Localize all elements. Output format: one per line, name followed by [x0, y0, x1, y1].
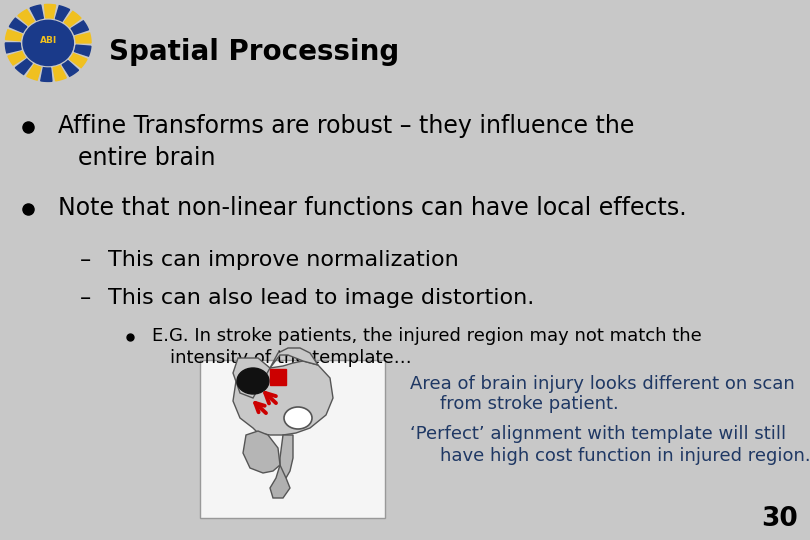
Polygon shape	[70, 53, 87, 68]
Polygon shape	[270, 348, 318, 368]
Text: Affine Transforms are robust – they influence the: Affine Transforms are robust – they infl…	[58, 114, 634, 138]
Polygon shape	[15, 59, 32, 75]
Text: E.G. In stroke patients, the injured region may not match the: E.G. In stroke patients, the injured reg…	[152, 327, 701, 345]
Text: Spatial Processing: Spatial Processing	[109, 38, 399, 66]
Polygon shape	[30, 5, 44, 20]
Polygon shape	[64, 11, 81, 27]
Text: from stroke patient.: from stroke patient.	[440, 395, 619, 413]
Polygon shape	[45, 4, 56, 18]
Polygon shape	[40, 68, 52, 82]
Text: ‘Perfect’ alignment with template will still: ‘Perfect’ alignment with template will s…	[410, 425, 787, 443]
Polygon shape	[243, 431, 280, 473]
Text: –: –	[80, 288, 92, 308]
Bar	[200, 360, 385, 518]
Polygon shape	[62, 60, 79, 76]
Polygon shape	[6, 43, 21, 53]
Polygon shape	[10, 18, 27, 32]
Ellipse shape	[237, 368, 269, 394]
Text: Note that non-linear functions can have local effects.: Note that non-linear functions can have …	[58, 196, 687, 220]
Polygon shape	[75, 33, 91, 43]
Text: 30: 30	[761, 506, 798, 532]
Polygon shape	[280, 435, 293, 478]
Text: intensity of the template…: intensity of the template…	[170, 349, 411, 367]
Polygon shape	[6, 30, 22, 40]
Polygon shape	[18, 10, 34, 25]
Polygon shape	[75, 45, 91, 56]
Polygon shape	[8, 51, 25, 65]
Text: entire brain: entire brain	[78, 146, 215, 170]
Polygon shape	[233, 358, 270, 398]
Polygon shape	[270, 465, 290, 498]
Polygon shape	[71, 21, 88, 35]
Text: have high cost function in injured region.: have high cost function in injured regio…	[440, 447, 810, 465]
Text: ABI: ABI	[40, 36, 57, 45]
Text: This can improve normalization: This can improve normalization	[108, 250, 458, 270]
Polygon shape	[233, 361, 333, 435]
Polygon shape	[55, 6, 70, 21]
Ellipse shape	[284, 407, 312, 429]
Circle shape	[23, 21, 74, 65]
Polygon shape	[27, 65, 41, 80]
Text: This can also lead to image distortion.: This can also lead to image distortion.	[108, 288, 535, 308]
Bar	[270, 369, 286, 385]
Text: Area of brain injury looks different on scan: Area of brain injury looks different on …	[410, 375, 795, 393]
Polygon shape	[53, 66, 66, 81]
FancyArrowPatch shape	[265, 393, 276, 403]
FancyArrowPatch shape	[255, 403, 266, 413]
Text: –: –	[80, 250, 92, 270]
